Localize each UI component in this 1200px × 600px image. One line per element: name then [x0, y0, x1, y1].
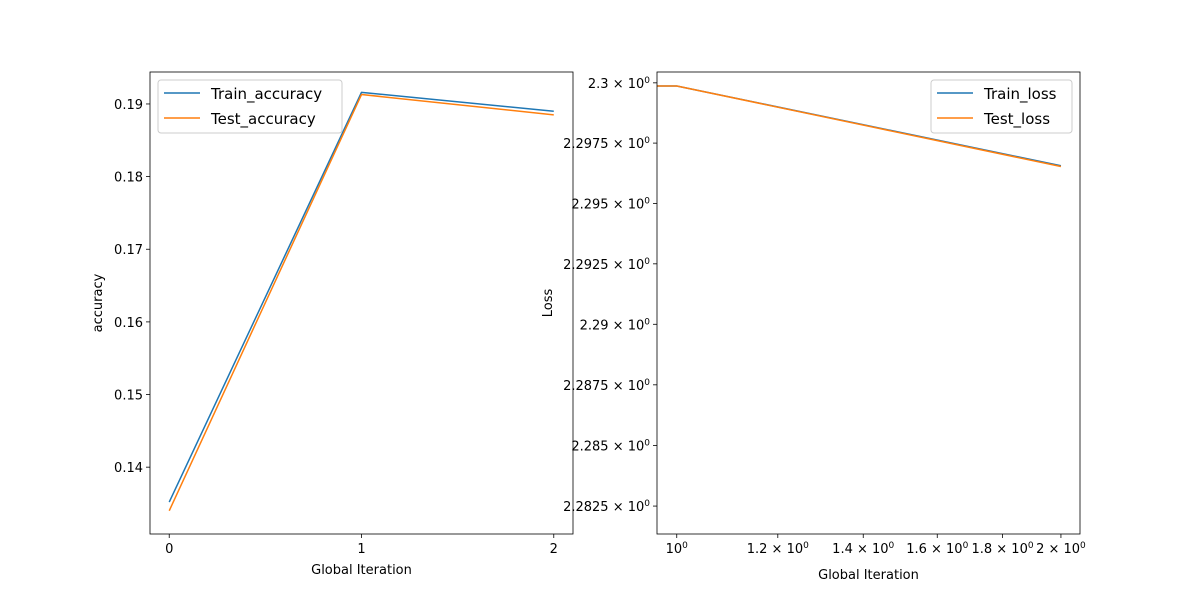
- y-tick-label: 0.15: [114, 389, 143, 404]
- series-line-Test_accuracy: [168, 93, 554, 512]
- x-tick-label: 2 × 100: [1036, 541, 1086, 557]
- x-axis-label: Global Iteration: [818, 568, 919, 583]
- y-tick-label: 2.2875 × 100: [563, 378, 650, 394]
- y-tick-label: 0.19: [114, 98, 143, 113]
- y-axis-label: accuracy: [91, 273, 106, 332]
- x-tick-label: 1: [357, 542, 365, 557]
- x-tick-label: 100: [666, 541, 689, 557]
- y-tick-label: 2.3 × 100: [588, 76, 650, 92]
- legend: Train_loss Test_loss: [930, 79, 1073, 134]
- y-tick-label: 0.18: [114, 171, 143, 186]
- plot-frame: [149, 71, 574, 535]
- legend-box: [157, 79, 343, 134]
- y-tick-label: 2.285 × 100: [571, 438, 650, 454]
- x-tick-label: 0: [165, 542, 173, 557]
- x-tick-label: 1.8 × 100: [971, 541, 1033, 557]
- x-axis-label: Global Iteration: [311, 563, 412, 578]
- legend-label: Train_loss: [983, 85, 1057, 104]
- y-tick-label: 2.2925 × 100: [563, 257, 650, 273]
- y-tick-label: 2.29 × 100: [580, 317, 651, 333]
- legend: Train_accuracy Test_accuracy: [157, 79, 343, 134]
- x-tick-label: 1.2 × 100: [747, 541, 809, 557]
- y-tick-label: 0.14: [114, 461, 143, 476]
- series-line-Train_accuracy: [168, 91, 554, 503]
- y-tick-label: 2.2825 × 100: [563, 499, 650, 515]
- x-tick-label: 2: [550, 542, 558, 557]
- x-tick-label: 1.6 × 100: [906, 541, 968, 557]
- x-tick-label: 1.4 × 100: [832, 541, 894, 557]
- plot-frame: [656, 71, 1081, 535]
- legend-label: Test_accuracy: [210, 110, 316, 129]
- legend-label: Train_accuracy: [210, 85, 322, 104]
- y-tick-label: 2.2975 × 100: [563, 136, 650, 152]
- y-tick-label: 2.295 × 100: [571, 196, 650, 212]
- y-tick-label: 0.17: [114, 243, 143, 258]
- series-line-Test_loss: [657, 85, 1062, 168]
- y-axis-label: Loss: [541, 289, 556, 318]
- accuracy-chart: 0 1 2 0.14 0.15 0.16 0.17 0.18 0.19 Global Iterat…: [91, 71, 574, 578]
- legend-label: Test_loss: [983, 110, 1050, 129]
- loss-chart: 100 1.2 × 100 1.4 × 100 1.6 × 100 1.8 × 100 2…: [541, 71, 1086, 583]
- y-tick-label: 0.16: [114, 316, 143, 331]
